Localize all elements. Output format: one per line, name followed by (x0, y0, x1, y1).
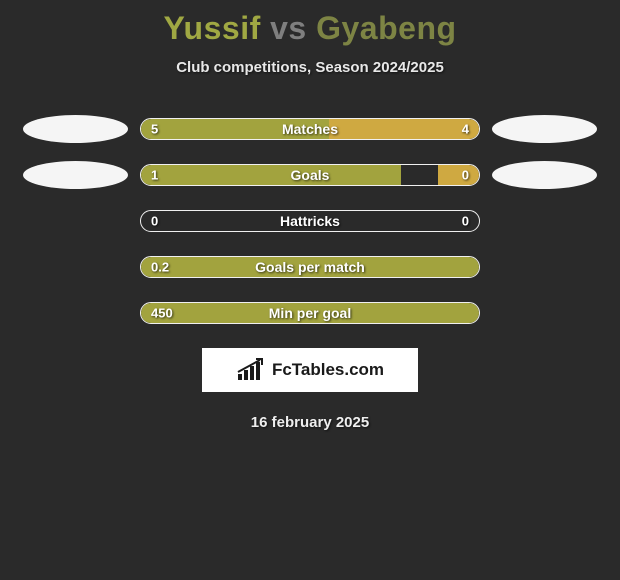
stat-bar-track: 5 4 Matches (140, 118, 480, 140)
player2-value: 0 (462, 214, 469, 229)
player1-value: 0.2 (151, 260, 169, 275)
stat-bar-track: 0 0 Hattricks (140, 210, 480, 232)
bar-chart-arrow-icon (236, 358, 266, 382)
badge-text: FcTables.com (272, 360, 384, 380)
stat-bar-track: 1 0 Goals (140, 164, 480, 186)
stat-label: Hattricks (280, 213, 340, 229)
player1-value: 5 (151, 122, 158, 137)
stat-row: 0 0 Hattricks (0, 210, 620, 232)
subtitle: Club competitions, Season 2024/2025 (0, 59, 620, 76)
player1-value: 0 (151, 214, 158, 229)
stat-bar-track: 0.2 Goals per match (140, 256, 480, 278)
player2-club-logo (492, 161, 597, 189)
player1-bar (141, 165, 401, 185)
player2-bar (438, 165, 479, 185)
player2-bar (329, 119, 479, 139)
comparison-infographic: Yussif vs Gyabeng Club competitions, Sea… (0, 0, 620, 580)
player1-club-logo (23, 161, 128, 189)
stat-row: 5 4 Matches (0, 118, 620, 140)
player2-value: 0 (462, 168, 469, 183)
stats-rows: 5 4 Matches 1 0 Goals 0 0 Hattricks 0.2 Goals per … (0, 118, 620, 324)
fctables-badge[interactable]: FcTables.com (202, 348, 418, 392)
stat-label: Min per goal (269, 305, 351, 321)
stat-row: 0.2 Goals per match (0, 256, 620, 278)
date-label: 16 february 2025 (0, 414, 620, 431)
player1-value: 450 (151, 306, 173, 321)
stat-label: Goals per match (255, 259, 365, 275)
page-title: Yussif vs Gyabeng (0, 0, 620, 47)
stat-label: Matches (282, 121, 338, 137)
title-vs: vs (270, 10, 307, 46)
player2-name: Gyabeng (316, 10, 456, 46)
stat-bar-track: 450 Min per goal (140, 302, 480, 324)
player1-value: 1 (151, 168, 158, 183)
player2-value: 4 (462, 122, 469, 137)
player1-name: Yussif (163, 10, 260, 46)
player2-club-logo (492, 115, 597, 143)
stat-row: 1 0 Goals (0, 164, 620, 186)
player1-club-logo (23, 115, 128, 143)
stat-label: Goals (291, 167, 330, 183)
stat-row: 450 Min per goal (0, 302, 620, 324)
